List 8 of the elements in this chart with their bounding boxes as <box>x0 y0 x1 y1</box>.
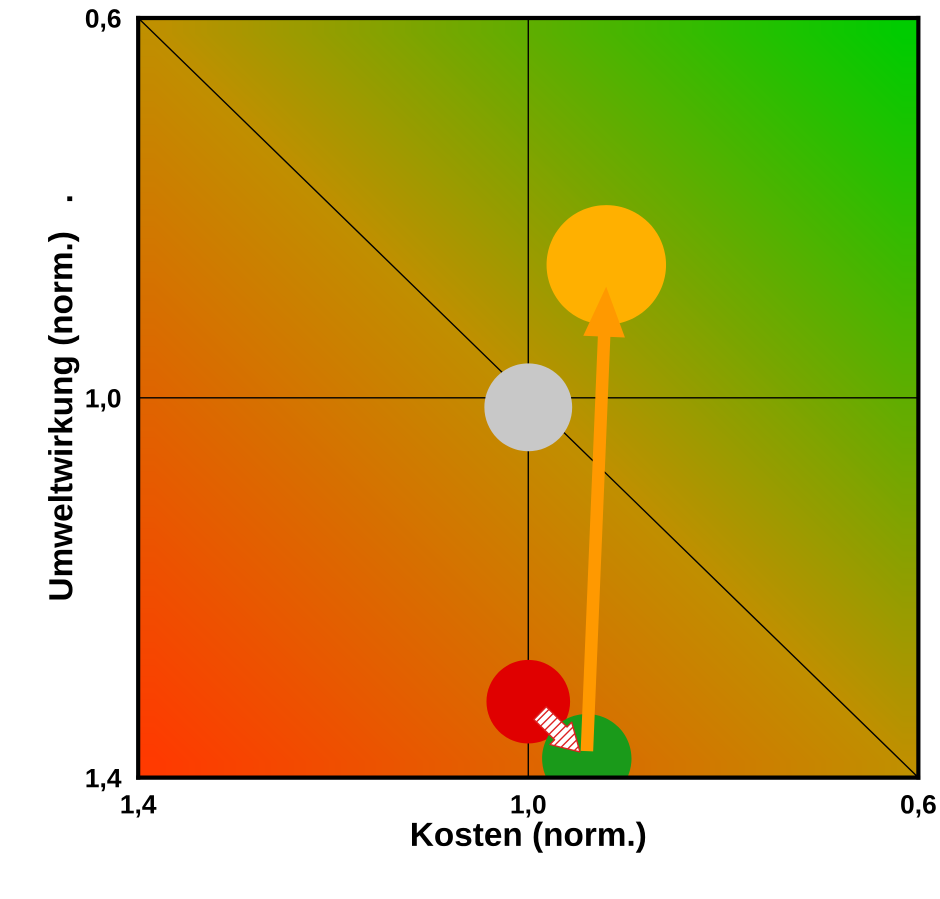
y-tick-label: 1,0 <box>86 388 120 412</box>
x-axis-title: Kosten (norm.) <box>412 822 646 853</box>
y-tick-label: 0,6 <box>86 9 121 32</box>
x-tick-label: 0,6 <box>901 795 936 818</box>
y-tick-label: 1,4 <box>86 769 122 792</box>
y-axis-title: Umweltwirkung (norm.) . <box>48 196 80 600</box>
x-tick-label: 1,4 <box>122 795 156 818</box>
x-tick-label: 1,0 <box>512 795 546 818</box>
